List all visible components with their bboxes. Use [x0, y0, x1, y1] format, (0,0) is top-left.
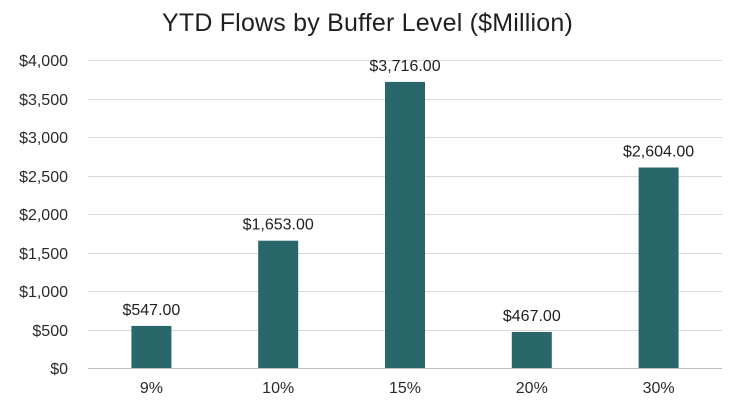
data-label: $1,653.00: [243, 217, 314, 234]
bar-9pct: [131, 325, 172, 368]
y-tick-label: $1,500: [19, 246, 68, 263]
labels: $0 $500 $1,000 $1,500 $2,000 $2,500 $3,000 $3,5…: [19, 53, 694, 397]
x-tick-label: 9%: [140, 380, 163, 397]
bars: [131, 81, 679, 369]
data-label: $467.00: [503, 308, 561, 325]
x-tick-label: 30%: [643, 380, 675, 397]
y-tick-label: $4,000: [19, 53, 68, 70]
x-tick-label: 10%: [262, 380, 294, 397]
chart-title: YTD Flows by Buffer Level ($Million): [161, 9, 574, 37]
bar-30pct: [638, 167, 679, 368]
y-tick-label: $1,000: [19, 284, 68, 301]
y-tick-label: $2,500: [19, 169, 68, 186]
bar-15pct: [385, 81, 425, 369]
y-tick-label: $3,500: [19, 92, 68, 109]
data-label: $3,716.00: [369, 58, 440, 75]
y-tick-label: $3,000: [19, 130, 68, 147]
bar-20pct: [511, 332, 552, 368]
bar-10pct: [258, 240, 299, 368]
data-label: $2,604.00: [623, 144, 694, 161]
y-tick-label: $0: [50, 361, 68, 378]
y-tick-label: $500: [32, 323, 68, 340]
x-tick-label: 20%: [516, 380, 548, 397]
x-tick-label: 15%: [389, 380, 421, 397]
y-tick-label: $2,000: [19, 207, 68, 224]
data-label: $547.00: [122, 302, 180, 319]
